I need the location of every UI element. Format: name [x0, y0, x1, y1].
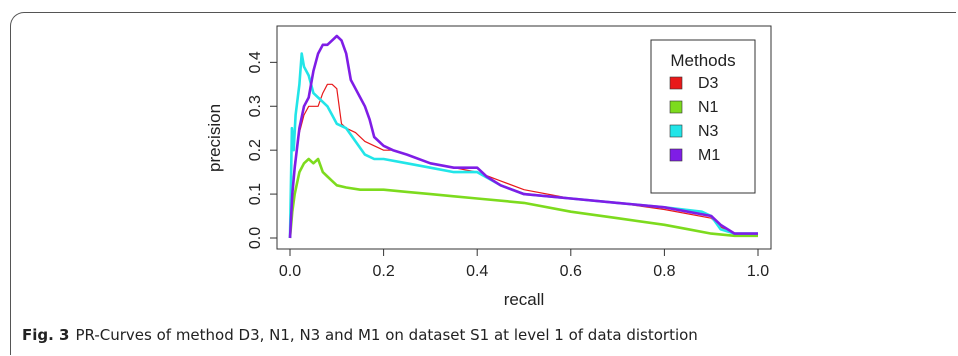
x-tick-label: 0.0	[279, 263, 301, 280]
legend-label-d3: D3	[698, 75, 719, 92]
y-tick-label: 0.3	[247, 95, 264, 117]
legend-box	[650, 39, 756, 194]
x-tick-label: 1.0	[747, 263, 769, 280]
y-tick-label: 0.0	[247, 227, 264, 249]
y-tick-label: 0.2	[247, 139, 264, 161]
caption-text: PR-Curves of method D3, N1, N3 and M1 on…	[75, 326, 698, 344]
pr-curve-chart: 0.0 0.2 0.4 0.6 0.8 1.0 0.0 0.1 0.2 0.3 0.4 recal…	[205, 25, 772, 309]
legend-swatch-m1	[669, 148, 683, 162]
figure-frame	[10, 12, 956, 355]
x-axis-label: recall	[504, 290, 545, 309]
y-axis-label: precision	[205, 104, 224, 172]
legend-label-n3: N3	[698, 123, 719, 140]
x-axis: 0.0 0.2 0.4 0.6 0.8 1.0	[279, 248, 769, 280]
x-tick-label: 0.2	[372, 263, 394, 280]
x-tick-label: 0.4	[466, 263, 488, 280]
legend-title: Methods	[670, 51, 735, 70]
legend-swatch-n1	[669, 100, 683, 114]
series-layer	[288, 34, 758, 239]
legend-label-n1: N1	[698, 99, 719, 116]
legend: Methods D3 N1 N3 M1	[650, 39, 756, 194]
legend-swatch-d3	[669, 76, 683, 90]
legend-swatch-n3	[669, 124, 683, 138]
x-tick-label: 0.6	[560, 263, 582, 280]
y-tick-label: 0.4	[247, 51, 264, 73]
series-line-n1	[288, 157, 758, 239]
y-tick-label: 0.1	[247, 183, 264, 205]
figure-caption: Fig. 3 PR-Curves of method D3, N1, N3 and…	[22, 326, 698, 344]
caption-label: Fig. 3	[22, 326, 70, 344]
x-tick-label: 0.8	[653, 263, 675, 280]
y-axis: 0.0 0.1 0.2 0.3 0.4	[247, 51, 278, 249]
series-line-m1	[288, 34, 758, 239]
legend-label-m1: M1	[698, 147, 720, 164]
